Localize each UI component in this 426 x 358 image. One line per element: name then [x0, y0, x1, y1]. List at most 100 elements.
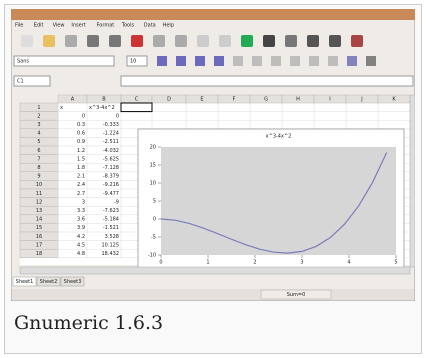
format-button[interactable]	[233, 56, 243, 66]
row-label: 7	[37, 156, 40, 162]
cell[interactable]: -7.623	[103, 208, 119, 214]
x-tick-label: 2	[253, 260, 256, 266]
cell[interactable]: 4.8	[77, 251, 85, 257]
screenshot: FileEditViewInsertFormatToolsDataHelpSan…	[11, 9, 415, 301]
column-label: F	[233, 97, 236, 103]
cell[interactable]: 0	[82, 113, 85, 119]
cell[interactable]: 4.2	[77, 234, 85, 240]
cell[interactable]: 3.528	[105, 234, 119, 240]
cell[interactable]: 3.3	[77, 208, 85, 214]
cell[interactable]: -5.625	[103, 156, 119, 162]
formula-box[interactable]	[121, 76, 413, 86]
cell[interactable]: x	[60, 105, 63, 111]
font-size: 10	[130, 59, 136, 65]
cell[interactable]: 3.6	[77, 217, 85, 223]
cell[interactable]: 4.5	[77, 242, 85, 248]
cell[interactable]: 2.7	[77, 191, 85, 197]
menu-item[interactable]: File	[15, 23, 23, 29]
cell[interactable]: -0.333	[103, 122, 119, 128]
toolbar-button[interactable]	[329, 35, 341, 47]
column-label: H	[296, 97, 300, 103]
cell[interactable]: -9.216	[103, 182, 119, 188]
column-label: G	[264, 97, 268, 103]
row-label: 11	[36, 191, 42, 197]
y-tick-label: 15	[150, 163, 156, 169]
cell[interactable]: -7.128	[103, 165, 119, 171]
menu-item[interactable]: Format	[97, 23, 115, 29]
menu-item[interactable]: Tools	[121, 23, 135, 29]
format-button[interactable]	[290, 56, 300, 66]
sheet-tab-label: Sheet1	[16, 279, 34, 285]
cell[interactable]: 3	[82, 199, 85, 205]
format-button[interactable]	[328, 56, 338, 66]
cell[interactable]: -1.521	[103, 225, 119, 231]
menu-item[interactable]: Insert	[71, 23, 85, 29]
toolbar-button[interactable]	[263, 35, 275, 47]
cell[interactable]: x^3-4x^2	[89, 105, 115, 111]
menu-item[interactable]: Data	[144, 23, 156, 29]
plot-area	[161, 147, 396, 255]
toolbar-button[interactable]	[43, 35, 55, 47]
menu-item[interactable]: Edit	[34, 23, 44, 29]
page: {"window": {"menu": ["File", "Edit", "Vi…	[0, 0, 426, 358]
cell[interactable]: 0.6	[77, 131, 85, 137]
toolbar-button[interactable]	[109, 35, 121, 47]
toolbar-button[interactable]	[307, 35, 319, 47]
h-scrollbar[interactable]	[20, 267, 410, 274]
cell[interactable]: 1.2	[77, 148, 85, 154]
row-label: 18	[36, 251, 42, 257]
cell[interactable]: -4.032	[103, 148, 119, 154]
row-label: 16	[36, 234, 42, 240]
cell[interactable]: -9	[114, 199, 119, 205]
column-label: D	[167, 97, 171, 103]
cell[interactable]: 2.4	[77, 182, 85, 188]
column-label: B	[102, 97, 106, 103]
row-label: 5	[37, 139, 40, 145]
cell[interactable]: -5.184	[103, 217, 119, 223]
row-label: 13	[36, 208, 42, 214]
row-label: 10	[36, 182, 42, 188]
toolbar-button[interactable]	[87, 35, 99, 47]
format-button[interactable]	[366, 56, 376, 66]
toolbar-button[interactable]	[241, 35, 253, 47]
cell[interactable]: -2.511	[103, 139, 119, 145]
cell[interactable]: 0.9	[77, 139, 85, 145]
toolbar-button[interactable]	[197, 35, 209, 47]
cell[interactable]: 18.432	[102, 251, 120, 257]
cell[interactable]: 1.8	[77, 165, 85, 171]
cell[interactable]: 2.1	[77, 174, 85, 180]
toolbar-button[interactable]	[153, 35, 165, 47]
cell[interactable]: 3.9	[77, 225, 85, 231]
cell[interactable]: 0	[116, 113, 119, 119]
format-button[interactable]	[214, 56, 224, 66]
menu-item[interactable]: Help	[163, 23, 174, 29]
row-label: 4	[37, 131, 40, 137]
v-scrollbar[interactable]	[410, 95, 415, 267]
cell[interactable]: 0.3	[77, 122, 85, 128]
cell[interactable]: -1.224	[103, 131, 119, 137]
format-button[interactable]	[309, 56, 319, 66]
row-label: 8	[37, 165, 40, 171]
format-button[interactable]	[347, 56, 357, 66]
toolbar-button[interactable]	[219, 35, 231, 47]
cell[interactable]: 1.5	[77, 156, 85, 162]
format-button[interactable]	[271, 56, 281, 66]
toolbar-button[interactable]	[65, 35, 77, 47]
format-button[interactable]	[195, 56, 205, 66]
format-button[interactable]	[252, 56, 262, 66]
cell[interactable]: 10.125	[102, 242, 120, 248]
cell[interactable]: -8.379	[103, 174, 119, 180]
cell[interactable]: -9.477	[103, 191, 119, 197]
y-tick-label: 5	[153, 199, 156, 205]
format-button[interactable]	[176, 56, 186, 66]
row-label: 1	[37, 105, 40, 111]
y-tick-label: 10	[150, 181, 156, 187]
toolbar-button[interactable]	[21, 35, 33, 47]
menu-item[interactable]: View	[53, 23, 65, 29]
format-button[interactable]	[157, 56, 167, 66]
toolbar-button[interactable]	[351, 35, 363, 47]
toolbar-button[interactable]	[285, 35, 297, 47]
chart-title: x^3-4x^2	[266, 134, 292, 140]
toolbar-button[interactable]	[175, 35, 187, 47]
toolbar-button[interactable]	[131, 35, 143, 47]
